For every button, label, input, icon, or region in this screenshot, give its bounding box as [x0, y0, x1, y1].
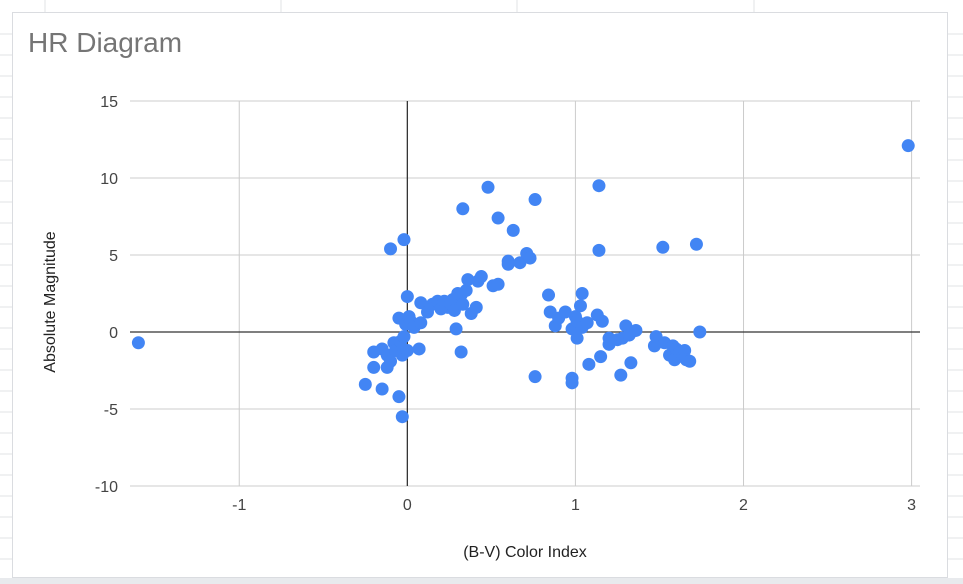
y-tick-label: -10: [95, 479, 118, 496]
data-point[interactable]: [392, 390, 406, 404]
data-point[interactable]: [683, 354, 697, 368]
data-point[interactable]: [469, 300, 483, 314]
y-tick-label: -5: [104, 402, 118, 419]
data-point[interactable]: [523, 251, 537, 265]
data-point[interactable]: [400, 290, 414, 304]
x-tick-label: 1: [571, 497, 580, 514]
data-point[interactable]: [565, 376, 579, 390]
data-point[interactable]: [629, 323, 643, 337]
data-point[interactable]: [397, 330, 411, 344]
data-point[interactable]: [513, 256, 527, 270]
data-point[interactable]: [397, 233, 411, 247]
data-point[interactable]: [614, 368, 628, 382]
x-axis-title: (B-V) Color Index: [463, 544, 587, 561]
data-point[interactable]: [901, 139, 915, 153]
y-axis-title: Absolute Magnitude: [42, 231, 59, 373]
data-point[interactable]: [656, 240, 670, 254]
data-point[interactable]: [491, 211, 505, 225]
data-point[interactable]: [501, 257, 515, 271]
chart-title: HR Diagram: [28, 27, 183, 58]
axes: [130, 101, 920, 486]
data-point[interactable]: [491, 277, 505, 291]
data-point[interactable]: [481, 180, 495, 194]
data-point[interactable]: [400, 343, 414, 357]
data-point[interactable]: [384, 242, 398, 256]
y-tick-label: 10: [100, 171, 118, 188]
data-point[interactable]: [395, 410, 409, 424]
data-points: [131, 139, 915, 424]
data-point[interactable]: [542, 288, 556, 302]
data-point[interactable]: [573, 299, 587, 313]
y-tick-label: 0: [109, 325, 118, 342]
data-point[interactable]: [449, 322, 463, 336]
data-point[interactable]: [624, 356, 638, 370]
data-point[interactable]: [384, 354, 398, 368]
data-point[interactable]: [528, 370, 542, 384]
data-point[interactable]: [375, 382, 389, 396]
data-point[interactable]: [412, 342, 426, 356]
data-point[interactable]: [414, 296, 428, 310]
data-point[interactable]: [594, 350, 608, 364]
y-tick-label: 15: [100, 94, 118, 111]
data-point[interactable]: [592, 243, 606, 257]
data-point[interactable]: [592, 179, 606, 193]
data-point[interactable]: [474, 270, 488, 284]
data-point[interactable]: [456, 297, 470, 311]
sheet-bottom-bar: [0, 578, 963, 584]
data-point[interactable]: [582, 357, 596, 371]
data-point[interactable]: [454, 345, 468, 359]
data-point[interactable]: [575, 287, 589, 300]
data-point[interactable]: [693, 325, 707, 339]
y-tick-label: 5: [109, 248, 118, 265]
data-point[interactable]: [459, 283, 473, 297]
x-tick-label: 3: [907, 497, 916, 514]
data-point[interactable]: [358, 377, 372, 391]
data-point[interactable]: [595, 314, 609, 328]
data-point[interactable]: [131, 336, 145, 350]
data-point[interactable]: [558, 305, 572, 319]
data-point[interactable]: [506, 223, 520, 237]
data-point[interactable]: [689, 237, 703, 251]
x-tick-label: -1: [232, 497, 246, 514]
data-point[interactable]: [367, 360, 381, 374]
data-point[interactable]: [461, 273, 475, 287]
data-point[interactable]: [580, 316, 594, 330]
data-point[interactable]: [528, 193, 542, 207]
data-point[interactable]: [414, 316, 428, 330]
data-point[interactable]: [570, 331, 584, 345]
x-tick-label: 0: [403, 497, 412, 514]
grid-lines: [130, 100, 920, 487]
data-point[interactable]: [456, 202, 470, 216]
x-tick-label: 2: [739, 497, 748, 514]
chart-container[interactable]: [12, 12, 948, 578]
